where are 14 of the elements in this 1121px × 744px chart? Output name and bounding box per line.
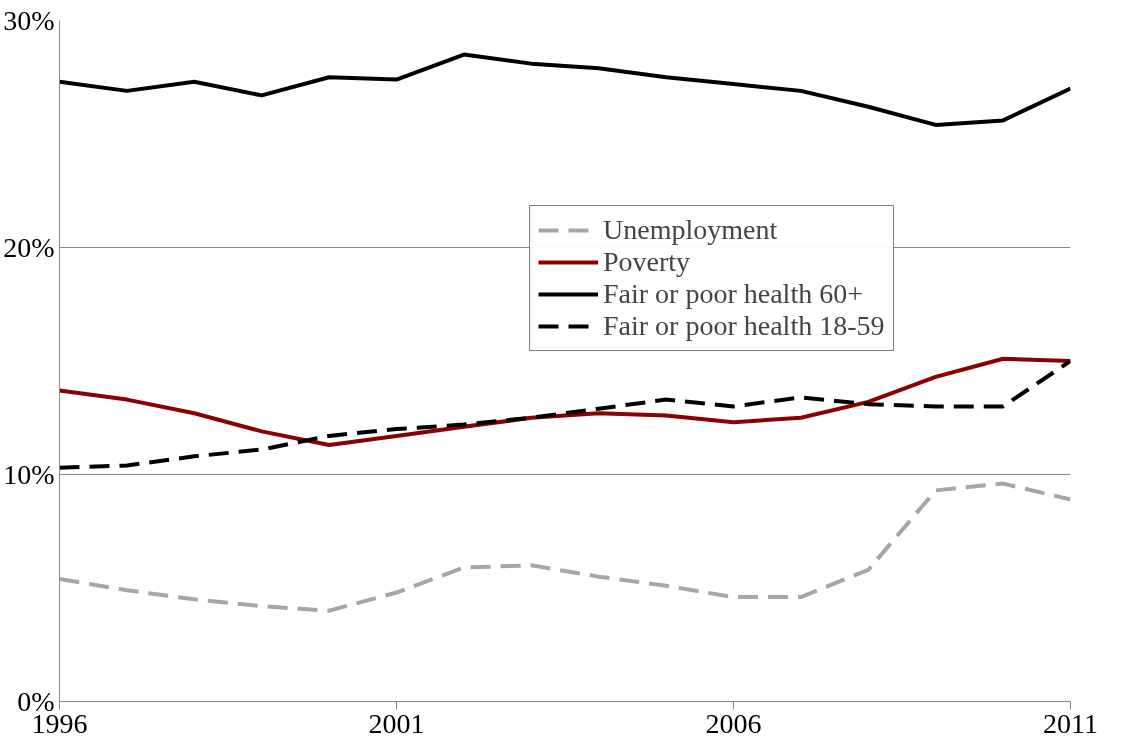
x-tick-label: 2011: [1043, 707, 1098, 739]
line-series: [59, 481, 1071, 613]
legend-label: Fair or poor health 18-59: [603, 310, 885, 342]
y-tick-label: 10%: [3, 459, 55, 490]
legend-label: Fair or poor health 60+: [603, 278, 863, 310]
legend-label: Poverty: [603, 246, 691, 278]
y-tick-label: 20%: [3, 232, 55, 263]
y-tick-label: 30%: [3, 5, 55, 36]
legend-label: Unemployment: [603, 214, 778, 246]
line-series: [59, 356, 1071, 447]
x-tick-label: 2001: [368, 707, 425, 739]
line-series: [59, 359, 1071, 470]
x-tick-label: 2006: [705, 707, 762, 739]
line-series: [59, 52, 1071, 127]
